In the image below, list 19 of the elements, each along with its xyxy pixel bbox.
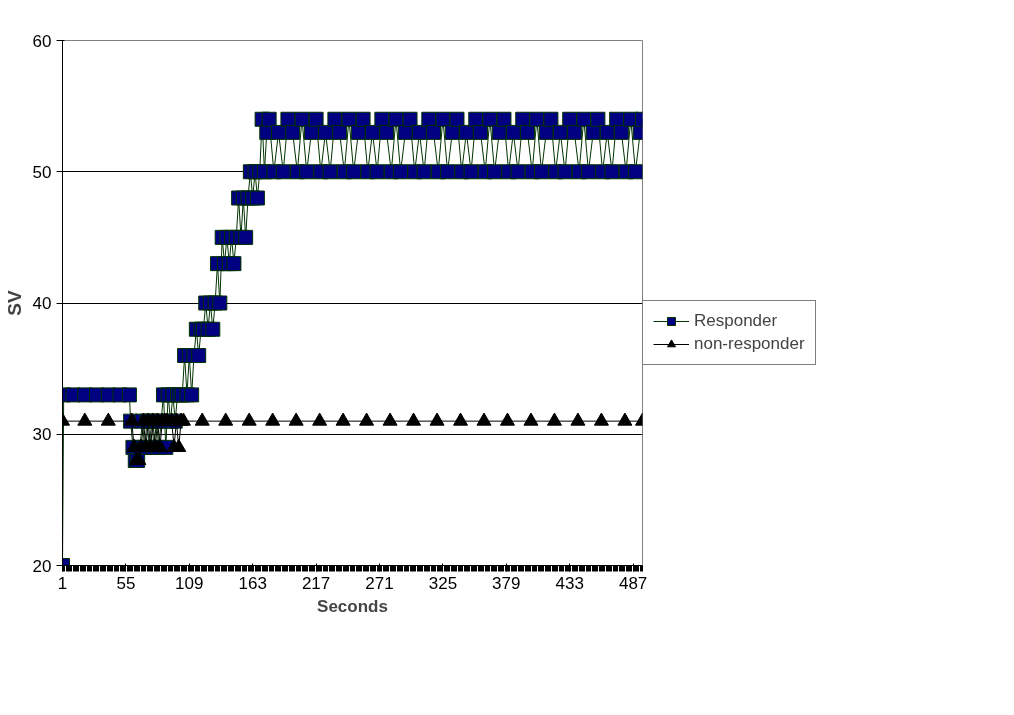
x-tick-label: 487 [618,573,648,593]
x-tick-label: 325 [428,573,458,593]
y-axis-title: SV [3,290,25,316]
x-tick-label: 217 [301,573,331,593]
x-tick-label: 109 [175,573,204,593]
x-axis-title: Seconds [317,596,388,616]
y-tick-label: 60 [32,31,52,51]
x-tick-label: 163 [238,573,267,593]
y-tick-label: 50 [32,162,52,182]
y-tick-label: 20 [32,556,52,576]
x-tick-label: 271 [365,573,394,593]
x-tick-label: 1 [57,573,68,593]
x-tick-label: 433 [555,573,584,593]
y-tick-label: 30 [32,425,52,445]
legend-label: non-responder [694,334,805,354]
legend-label: Responder [694,311,778,331]
x-tick-label: 379 [492,573,521,593]
y-tick-label: 40 [32,294,52,313]
x-tick-label: 55 [116,573,136,593]
